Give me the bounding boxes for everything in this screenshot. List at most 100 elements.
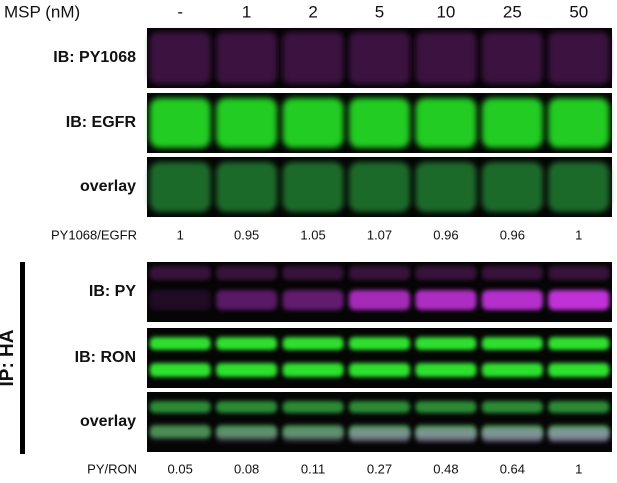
band [548,363,610,377]
band [348,363,411,377]
band [282,337,344,350]
blot-row [147,28,612,88]
band [415,98,477,148]
band [481,401,543,413]
band [149,266,211,280]
ratio-value: 0.11 [301,461,325,476]
ratio-value: 0.64 [500,461,525,476]
ratio-value: 1.07 [367,227,392,242]
blot-row [147,93,612,153]
ratio-value: 0.48 [433,461,458,476]
band [149,290,211,310]
band [282,162,344,212]
lane-label: 5 [375,2,384,21]
band [415,266,477,280]
lane-label: - [177,2,183,21]
band [348,290,411,310]
ratio-value: 0.96 [500,227,525,242]
lane-label: 1 [242,2,251,21]
band [548,32,610,84]
band [216,98,278,148]
band [548,98,610,148]
band [282,363,344,377]
ratio-label: PY/RON [87,461,137,476]
band [415,363,477,377]
band [415,32,477,84]
band [481,266,543,280]
band [548,290,610,310]
band [481,337,543,350]
band [216,428,278,442]
band [348,32,411,84]
ratio-value: 1 [177,227,184,242]
ratio-value: 0.08 [234,461,259,476]
band [216,266,278,280]
ratio-value: 1 [575,461,582,476]
row-label: IB: PY [89,283,136,300]
header-label: MSP (nM) [4,2,80,21]
lane-label: 2 [308,2,317,21]
band [282,98,344,148]
band [415,290,477,310]
group-bar [20,262,25,454]
band [348,162,411,212]
group-label: IP: HA [0,329,18,386]
row-label: overlay [80,178,136,195]
band [216,32,278,84]
band [149,162,211,212]
band [415,401,477,413]
row-label: IB: EGFR [66,114,137,131]
band [348,401,411,413]
band [149,337,211,350]
band [282,401,344,413]
band [548,428,610,442]
band [216,162,278,212]
band [216,337,278,350]
row-label: IB: RON [75,349,136,366]
band [481,98,543,148]
band [149,363,211,377]
blot-row [147,392,612,452]
lane-label: 50 [569,2,588,21]
band [282,32,344,84]
ratio-value: 0.96 [433,227,458,242]
band [481,162,543,212]
band [149,32,211,84]
ratio-label: PY1068/EGFR [51,227,137,242]
band [481,363,543,377]
lane-label: 25 [503,2,522,21]
band [548,162,610,212]
band [415,428,477,442]
ratio-value: 1 [575,227,582,242]
band [348,337,411,350]
band [415,337,477,350]
row-label: overlay [80,413,136,430]
band [548,266,610,280]
band [548,337,610,350]
blot-row [147,157,612,217]
band [415,162,477,212]
band [348,98,411,148]
band [282,428,344,442]
blot-row [147,328,612,388]
ratio-value: 1.05 [300,227,325,242]
lane-label: 10 [436,2,455,21]
band [348,428,411,442]
band [216,363,278,377]
band [149,98,211,148]
ratio-value: 0.95 [234,227,259,242]
band [216,290,278,310]
band [348,266,411,280]
blot-row [147,262,612,322]
band [481,428,543,442]
band [481,290,543,310]
ratio-value: 0.27 [367,461,392,476]
band [548,401,610,413]
band [149,401,211,413]
band [481,32,543,84]
band [216,401,278,413]
band [282,266,344,280]
row-label: IB: PY1068 [53,49,136,66]
ratio-value: 0.05 [168,461,193,476]
